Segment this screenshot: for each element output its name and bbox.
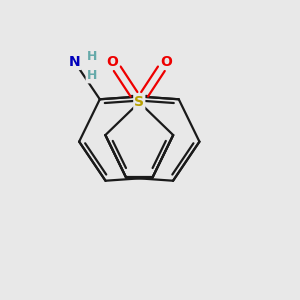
Text: N: N <box>69 55 80 69</box>
Text: O: O <box>106 55 119 69</box>
Text: H: H <box>87 69 97 82</box>
Text: S: S <box>134 95 144 109</box>
Text: O: O <box>160 55 172 69</box>
Text: H: H <box>87 50 97 63</box>
